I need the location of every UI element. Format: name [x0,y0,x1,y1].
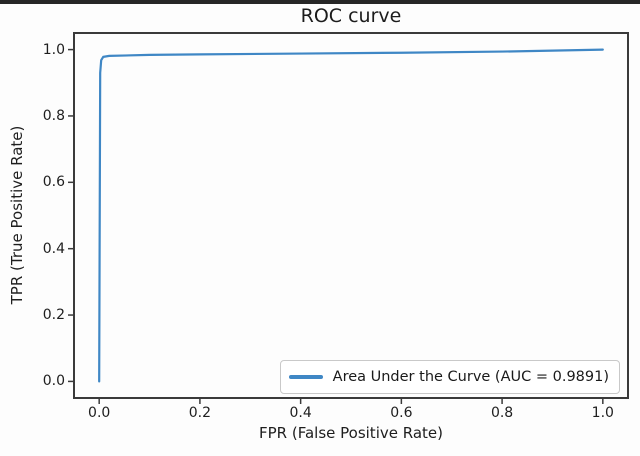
x-tick-label: 0.8 [490,405,514,421]
legend-box: Area Under the Curve (AUC = 0.9891) [279,360,620,394]
x-tick-label: 0.0 [88,405,111,421]
y-tick-label: 1.0 [42,41,65,58]
x-tick-label: 0.4 [289,405,312,421]
y-tick-label: 0.2 [42,307,65,324]
top-border-strip [0,0,640,4]
y-axis-label-text: TPR (True Positive Rate) [8,125,26,305]
plot-frame [73,32,629,399]
y-tick-label: 0.4 [42,240,65,257]
y-tick-label: 0.0 [42,373,65,390]
x-axis-label: FPR (False Positive Rate) [259,424,443,442]
legend-line-sample-icon [288,375,323,379]
roc-curve-line [98,48,604,383]
chart-title: ROC curve [300,5,402,27]
y-tick-label: 0.6 [42,174,65,191]
legend-entry-label: Area Under the Curve (AUC = 0.9891) [332,369,609,385]
x-tick-label: 0.2 [188,405,212,421]
x-tick-label: 0.6 [390,405,413,421]
axis-tick-marks [68,48,604,404]
x-tick-label: 1.0 [591,405,614,421]
y-tick-label: 0.8 [42,107,65,124]
